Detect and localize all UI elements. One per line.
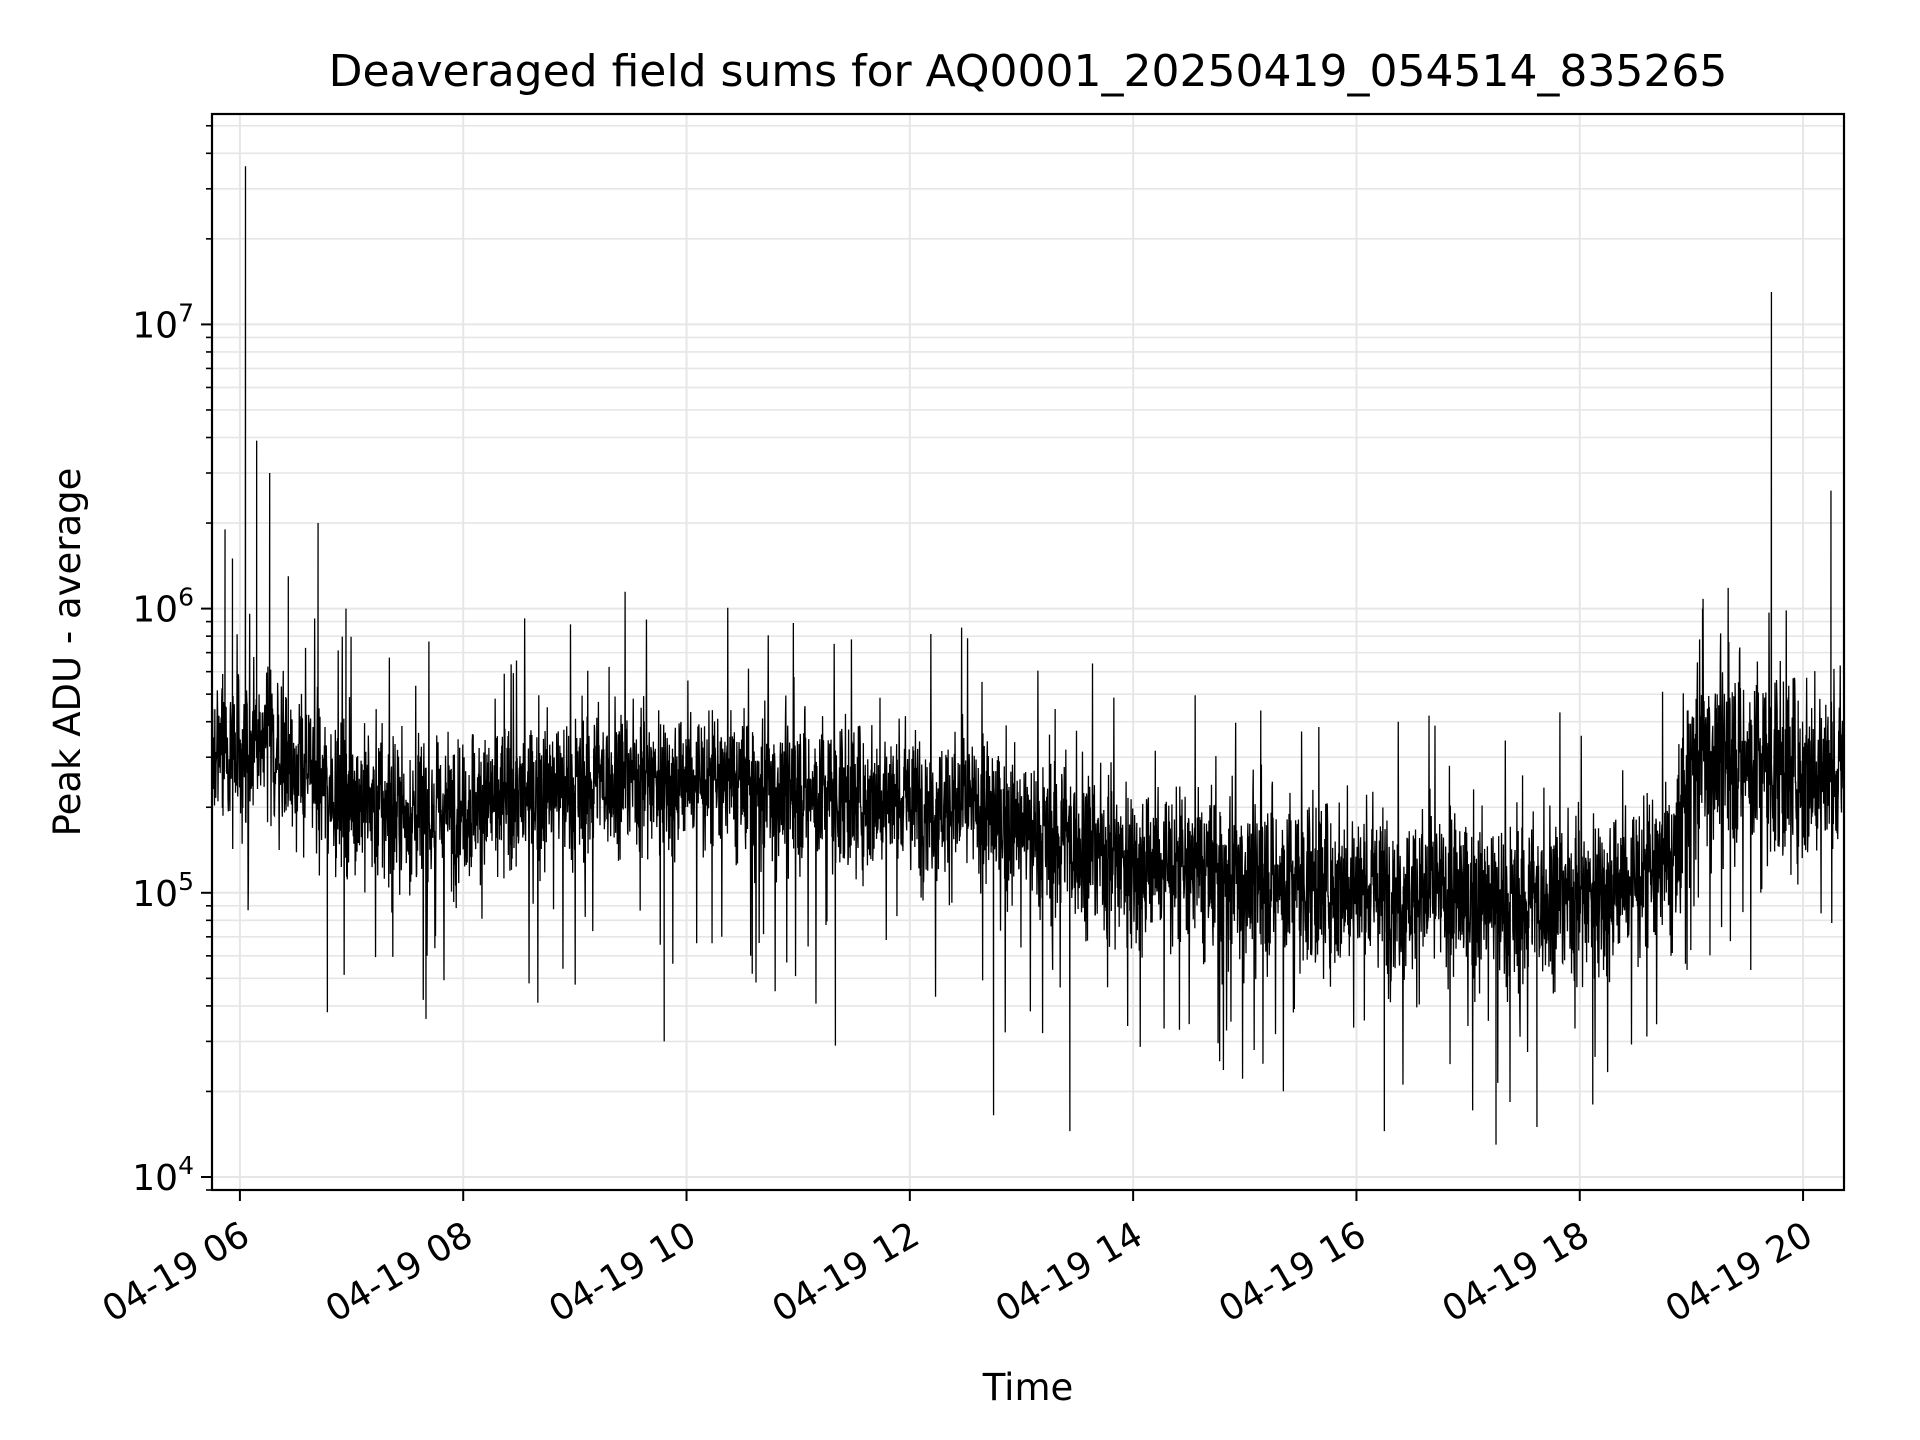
- plot-area: [212, 166, 1844, 1145]
- chart-title: Deaveraged field sums for AQ0001_2025041…: [329, 46, 1728, 97]
- y-tick-label: 104: [132, 1151, 194, 1199]
- y-tick-label: 107: [132, 298, 194, 346]
- series-line-0: [212, 166, 1844, 1145]
- y-axis: 104 105 106 107: [132, 124, 212, 1199]
- y-axis-label: Peak ADU - average: [46, 468, 89, 837]
- x-axis-label: Time: [982, 1366, 1074, 1409]
- y-tick-label: 106: [132, 583, 194, 631]
- y-tick-label: 105: [132, 867, 194, 915]
